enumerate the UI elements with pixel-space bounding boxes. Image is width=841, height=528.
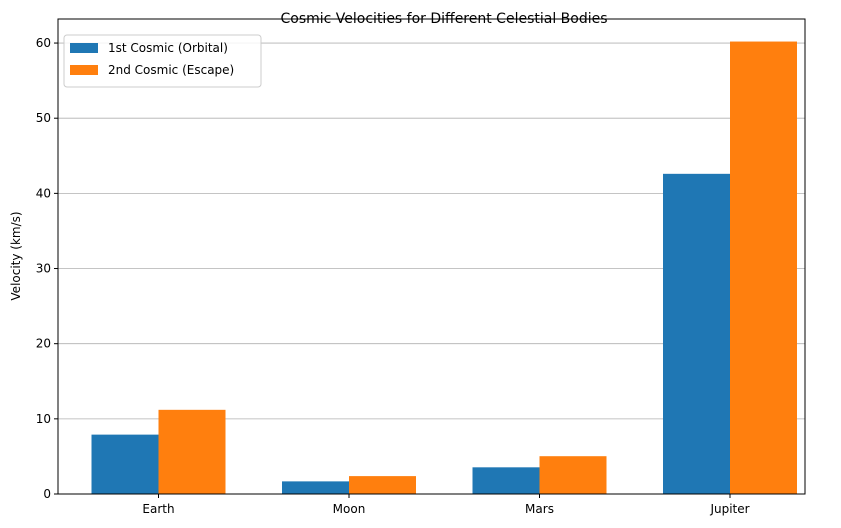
y-tick-label: 30 (36, 262, 51, 276)
x-tick-label: Earth (142, 502, 174, 516)
y-tick-label: 60 (36, 36, 51, 50)
x-tick-label: Moon (333, 502, 366, 516)
bar-jupiter-orbital (663, 173, 730, 495)
x-axis: Earth Moon Mars Jupiter (142, 494, 750, 516)
bar-moon-escape (349, 476, 416, 494)
y-axis: 0 10 20 30 40 50 60 (36, 36, 58, 501)
bars (91, 41, 797, 495)
legend-label: 2nd Cosmic (Escape) (108, 63, 234, 77)
y-tick-label: 40 (36, 186, 51, 200)
x-tick-label: Mars (525, 502, 554, 516)
legend-box (63, 34, 262, 88)
bar-earth-escape (158, 409, 226, 494)
legend-label: 1st Cosmic (Orbital) (108, 41, 228, 55)
y-tick-label: 50 (36, 111, 51, 125)
legend-swatch (70, 65, 98, 75)
bar-moon-orbital (282, 481, 349, 494)
y-axis-label: Velocity (km/s) (9, 211, 23, 300)
legend-swatch (70, 43, 98, 53)
plot-frame (57, 18, 806, 495)
bar-mars-orbital (472, 467, 540, 494)
y-tick-label: 20 (36, 337, 51, 351)
x-tick-label: Jupiter (709, 502, 749, 516)
y-tick-label: 10 (36, 412, 51, 426)
bar-mars-escape (539, 456, 607, 494)
bar-earth-orbital (91, 434, 159, 494)
bar-jupiter-escape (730, 41, 797, 494)
y-tick-label: 0 (43, 487, 51, 501)
legend: 1st Cosmic (Orbital) 2nd Cosmic (Escape) (63, 34, 262, 88)
